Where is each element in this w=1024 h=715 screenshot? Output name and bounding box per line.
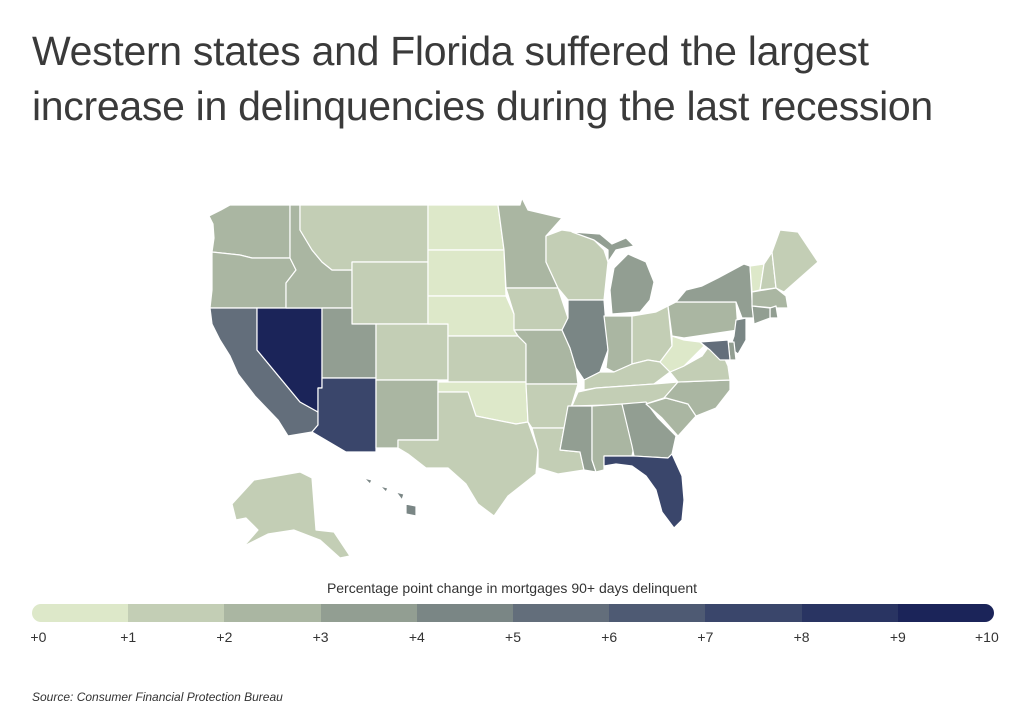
state-mi[interactable] [571, 231, 655, 315]
legend-swatch-0 [32, 604, 129, 622]
state-ks[interactable] [447, 335, 527, 383]
state-md[interactable] [699, 339, 731, 361]
state-fl[interactable] [603, 453, 685, 529]
state-or[interactable] [209, 251, 297, 309]
legend-tick-label: +8 [793, 629, 810, 645]
state-wy[interactable] [351, 261, 429, 325]
chart-title: Western states and Florida suffered the … [32, 24, 992, 134]
legend-swatch-1 [128, 604, 225, 622]
state-sd[interactable] [427, 249, 507, 297]
state-in[interactable] [603, 315, 633, 373]
legend-swatch-4 [416, 604, 514, 622]
legend-tick-labels: +0 +1 +2 +3 +4 +5 +6 +7 +8 +9 +10 [30, 629, 998, 649]
legend-tick-label: +10 [975, 629, 999, 645]
state-wa[interactable] [208, 204, 291, 259]
source-note: Source: Consumer Financial Protection Bu… [32, 690, 283, 704]
legend-tick-label: +3 [312, 629, 329, 645]
state-ri[interactable] [769, 305, 779, 319]
legend-tick-label: +6 [601, 629, 618, 645]
state-ia[interactable] [505, 287, 569, 331]
state-co[interactable] [375, 323, 449, 381]
legend-swatch-9 [897, 604, 994, 622]
legend-color-scale [32, 604, 994, 622]
state-ak[interactable] [231, 471, 351, 559]
legend-swatch-5 [513, 604, 610, 622]
legend-title: Percentage point change in mortgages 90+… [326, 580, 698, 596]
state-tx[interactable] [397, 391, 539, 517]
legend-swatch-3 [320, 604, 417, 622]
legend-swatch-6 [609, 604, 706, 622]
legend-tick-label: +1 [120, 629, 137, 645]
state-me[interactable] [771, 229, 819, 293]
state-nm[interactable] [375, 379, 439, 449]
legend-tick-label: +5 [505, 629, 521, 645]
legend-tick-label: +4 [408, 629, 425, 645]
state-nd[interactable] [427, 204, 505, 251]
legend-swatch-7 [705, 604, 802, 622]
legend-tick-label: +9 [889, 629, 906, 645]
chart-title-line-1: Western states and Florida suffered the … [32, 28, 869, 74]
legend-tick-label: +2 [216, 629, 233, 645]
legend-swatch-8 [801, 604, 898, 622]
legend-swatch-2 [224, 604, 321, 622]
state-ct[interactable] [751, 305, 771, 325]
legend-tick-label: +0 [30, 629, 47, 645]
legend-tick-label: +7 [697, 629, 714, 645]
state-az[interactable] [311, 377, 377, 453]
chart-title-line-2: increase in delinquencies during the las… [32, 83, 933, 129]
state-pa[interactable] [667, 301, 739, 339]
state-hi[interactable] [363, 477, 417, 517]
